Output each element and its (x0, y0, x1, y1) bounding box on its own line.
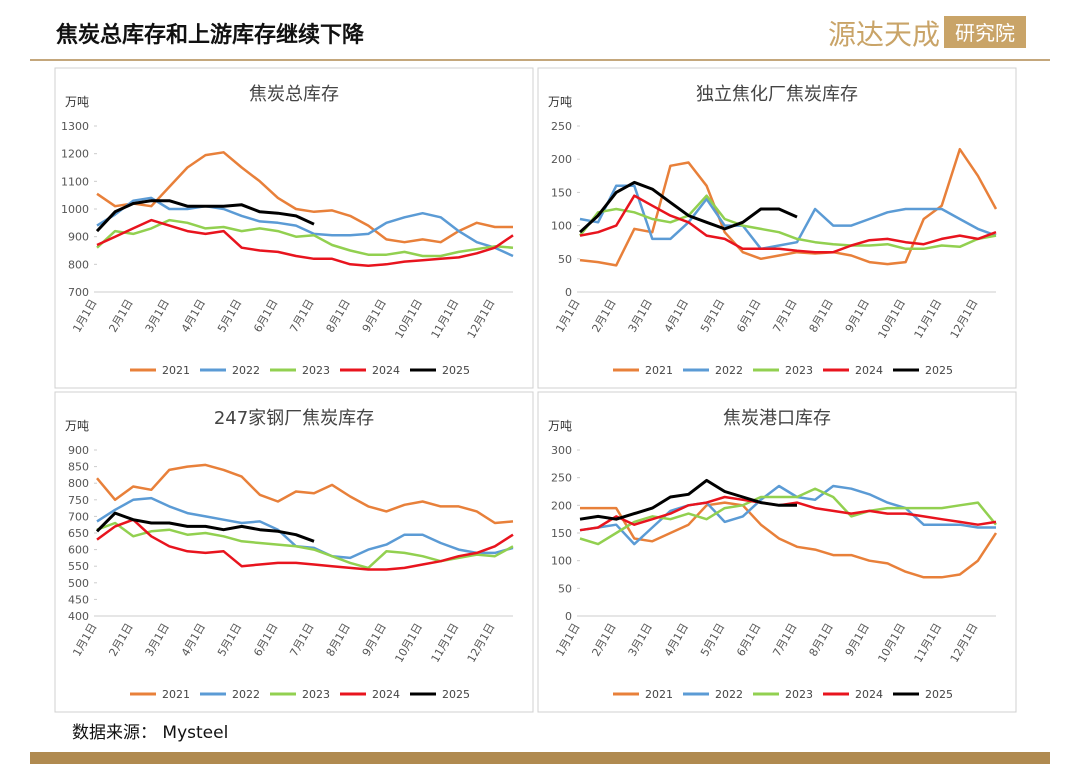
series-line (579, 194, 997, 251)
y-unit: 万吨 (548, 95, 572, 109)
series-line (579, 478, 797, 521)
legend-label: 2022 (715, 364, 743, 377)
series-line (96, 218, 514, 258)
series-line (580, 501, 998, 579)
legend-label: 2021 (162, 688, 190, 701)
chart-title: 焦炭港口库存 (723, 408, 831, 429)
y-tick-label: 900 (68, 231, 89, 244)
y-tick-label: 1200 (61, 148, 89, 161)
series-line (96, 151, 513, 244)
y-tick-label: 500 (68, 577, 89, 590)
source: 数据来源： Mysteel (72, 723, 228, 743)
y-tick-label: 150 (551, 186, 572, 199)
legend-label: 2021 (645, 688, 673, 701)
legend-label: 2022 (232, 688, 260, 701)
y-tick-label: 900 (68, 444, 89, 457)
y-tick-label: 0 (565, 286, 572, 299)
y-tick-label: 450 (68, 593, 89, 606)
legend-label: 2024 (855, 688, 883, 701)
footer-bar (30, 752, 1050, 764)
y-tick-label: 750 (68, 494, 89, 507)
y-tick-label: 700 (68, 510, 89, 523)
legend-label: 2023 (302, 364, 330, 377)
panel (537, 391, 1017, 713)
chart-title: 247家钢厂焦炭库存 (214, 408, 374, 429)
panel (537, 67, 1017, 389)
logo-box (944, 16, 1026, 48)
series-line (96, 518, 514, 571)
y-tick-label: 250 (551, 472, 572, 485)
legend-label: 2021 (645, 364, 673, 377)
y-tick-label: 550 (68, 560, 89, 573)
series-line (579, 184, 997, 251)
series-line (579, 194, 997, 254)
legend-label: 2022 (715, 688, 743, 701)
y-unit: 万吨 (65, 95, 89, 109)
y-tick-label: 650 (68, 527, 89, 540)
y-tick-label: 0 (565, 610, 572, 623)
series-line (578, 180, 798, 234)
series-line (95, 511, 315, 543)
legend-label: 2025 (925, 688, 953, 701)
series-line (95, 199, 315, 233)
y-tick-label: 100 (551, 555, 572, 568)
slide-title: 焦炭总库存和上游库存继续下降 (55, 22, 365, 48)
y-tick-label: 300 (551, 444, 572, 457)
legend-label: 2023 (302, 688, 330, 701)
legend-label: 2023 (785, 688, 813, 701)
legend-label: 2025 (442, 688, 470, 701)
y-tick-label: 100 (551, 220, 572, 233)
legend-label: 2024 (372, 364, 400, 377)
y-tick-label: 800 (68, 477, 89, 490)
y-tick-label: 200 (551, 499, 572, 512)
y-tick-label: 200 (551, 153, 572, 166)
legend-label: 2024 (372, 688, 400, 701)
y-tick-label: 1300 (61, 120, 89, 133)
y-unit: 万吨 (65, 419, 89, 433)
y-tick-label: 50 (558, 253, 572, 266)
y-tick-label: 850 (68, 461, 89, 474)
y-tick-label: 1100 (61, 175, 89, 188)
panel (54, 391, 534, 713)
y-tick-label: 400 (68, 610, 89, 623)
y-tick-label: 700 (68, 286, 89, 299)
y-tick-label: 50 (558, 582, 572, 595)
y-tick-label: 150 (551, 527, 572, 540)
chart-title: 焦炭总库存 (249, 84, 339, 105)
series-line (579, 484, 996, 546)
legend-label: 2025 (925, 364, 953, 377)
y-tick-label: 600 (68, 544, 89, 557)
legend-label: 2021 (162, 364, 190, 377)
legend-label: 2023 (785, 364, 813, 377)
y-tick-label: 1000 (61, 203, 89, 216)
y-unit: 万吨 (548, 419, 572, 433)
logo: 源达天成 (828, 18, 940, 51)
chart-title: 独立焦化厂焦炭库存 (696, 84, 858, 105)
y-tick-label: 800 (68, 258, 89, 271)
series-line (579, 487, 997, 546)
logo-box-text: 研究院 (955, 21, 1015, 45)
legend-label: 2022 (232, 364, 260, 377)
series-line (96, 196, 514, 258)
legend-label: 2025 (442, 364, 470, 377)
series-line (96, 218, 514, 267)
y-tick-label: 250 (551, 120, 572, 133)
series-line (96, 463, 514, 525)
legend-label: 2024 (855, 364, 883, 377)
panel (54, 67, 534, 389)
